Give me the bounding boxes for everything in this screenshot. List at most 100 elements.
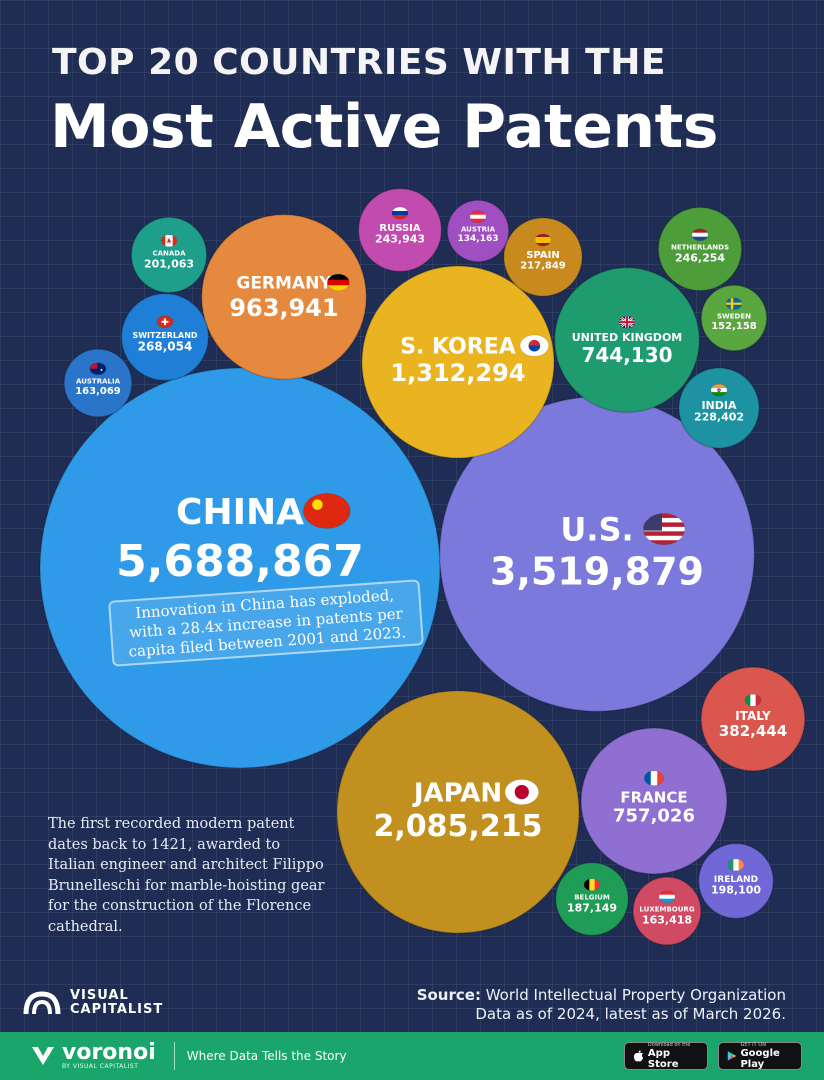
- visual-capitalist-logo[interactable]: VISUAL CAPITALIST: [22, 988, 163, 1018]
- bubble-value-u-s: 3,519,879: [490, 549, 704, 593]
- bubble-value-sweden: 152,158: [711, 321, 757, 332]
- bubble-label-india: INDIA: [701, 399, 737, 412]
- bubble-label-china: CHINA: [176, 492, 304, 533]
- bubble-label-spain: SPAIN: [526, 250, 559, 261]
- voronoi-wordmark: voronoi: [62, 1039, 156, 1065]
- bubble-label-japan: JAPAN: [412, 779, 502, 809]
- voronoi-logo[interactable]: voronoi BY VISUAL CAPITALIST: [30, 1039, 156, 1070]
- bubble-value-belgium: 187,149: [567, 901, 617, 914]
- bubble-value-switzerland: 268,054: [138, 339, 193, 353]
- source-text: World Intellectual Property Organization: [485, 986, 786, 1004]
- uk-flag-icon: [618, 315, 636, 329]
- bubble-circle-italy: [700, 666, 806, 772]
- bubble-label-netherlands: NETHERLANDS: [671, 244, 729, 252]
- bubble-circle-canada: [130, 216, 208, 294]
- bubble-value-australia: 163,069: [75, 386, 121, 397]
- source-note: Source: World Intellectual Property Orga…: [366, 986, 786, 1024]
- bubble-value-s-korea: 1,312,294: [390, 359, 525, 387]
- italy-flag-icon: [744, 693, 762, 707]
- bubble-circle-germany: [200, 213, 368, 381]
- bubble-value-italy: 382,444: [719, 722, 787, 740]
- bubble-circle-netherlands: [657, 206, 743, 292]
- bubble-label-u-s: U.S.: [560, 511, 633, 549]
- app-store-small: Download on the: [647, 1042, 691, 1048]
- chart-title-line2: Most Active Patents: [50, 92, 719, 162]
- bubble-value-united-kingdom: 744,130: [581, 343, 672, 367]
- ireland-flag-icon: [727, 858, 745, 872]
- bubble-value-russia: 243,943: [375, 233, 425, 246]
- bubble-value-ireland: 198,100: [711, 883, 761, 896]
- bubble-circle-united-kingdom: [553, 266, 701, 414]
- bubble-value-china: 5,688,867: [116, 536, 364, 587]
- luxembourg-flag-icon: [658, 890, 676, 904]
- germany-flag-icon: [326, 273, 350, 292]
- bubble-circle-china: [39, 367, 441, 769]
- china-flag-icon: [303, 493, 351, 529]
- bubble-value-india: 228,402: [694, 411, 744, 424]
- chart-title-line1: TOP 20 COUNTRIES WITH THE: [52, 42, 666, 83]
- bubble-value-luxembourg: 163,418: [642, 913, 692, 926]
- bubble-label-united-kingdom: UNITED KINGDOM: [572, 331, 683, 344]
- bubble-circle-russia: [357, 187, 443, 273]
- spain-flag-icon: [534, 233, 552, 247]
- bubble-label-france: FRANCE: [620, 789, 687, 807]
- app-store-label: App Store: [647, 1048, 679, 1070]
- switzerland-flag-icon: [156, 315, 174, 329]
- sweden-flag-icon: [725, 297, 743, 311]
- bubble-label-ireland: IRELAND: [714, 875, 758, 885]
- belgium-flag-icon: [583, 878, 601, 892]
- app-store-button[interactable]: Download on the App Store: [624, 1042, 708, 1070]
- netherlands-flag-icon: [691, 228, 709, 241]
- bubble-value-france: 757,026: [613, 805, 695, 826]
- bubble-label-belgium: BELGIUM: [574, 894, 610, 902]
- canada-flag-icon: [160, 234, 178, 247]
- bubble-circle-s-korea: [361, 265, 555, 459]
- google-play-label: Google Play: [740, 1048, 780, 1070]
- bubble-value-austria: 134,163: [458, 234, 499, 244]
- visual-capitalist-icon: [23, 991, 61, 1015]
- bubble-label-s-korea: S. KOREA: [400, 335, 516, 360]
- bubble-label-luxembourg: LUXEMBOURG: [639, 906, 694, 914]
- bubble-label-austria: AUSTRIA: [461, 226, 496, 234]
- bubble-circle-sweden: [700, 284, 768, 352]
- bubble-value-germany: 963,941: [229, 294, 338, 322]
- south-korea-flag-icon: [519, 334, 549, 357]
- bubble-u-s[interactable]: U.S.3,519,879: [438, 395, 756, 713]
- apple-icon: [633, 1050, 644, 1062]
- bubble-label-germany: GERMANY: [236, 274, 332, 294]
- bubble-circle-ireland: [697, 842, 775, 920]
- bubble-circle-switzerland: [120, 292, 210, 382]
- side-note: The first recorded modern patent dates b…: [48, 816, 325, 935]
- footer-tagline: Where Data Tells the Story: [186, 1049, 347, 1063]
- footer-bar: voronoi BY VISUAL CAPITALIST Where Data …: [0, 1032, 824, 1080]
- bubble-label-switzerland: SWITZERLAND: [132, 331, 197, 340]
- bubble-label-australia: AUSTRALIA: [76, 378, 121, 386]
- bubble-value-japan: 2,085,215: [374, 809, 543, 844]
- google-play-button[interactable]: GET IT ON Google Play: [718, 1042, 802, 1070]
- brand-line2: CAPITALIST: [70, 1002, 164, 1017]
- japan-flag-icon: [504, 779, 539, 806]
- bubble-circle-australia: [63, 348, 133, 418]
- bubble-circle-france: [580, 727, 728, 875]
- bubble-label-sweden: SWEDEN: [717, 313, 751, 321]
- source-date-note: Data as of 2024, latest as of March 2026…: [475, 1005, 786, 1023]
